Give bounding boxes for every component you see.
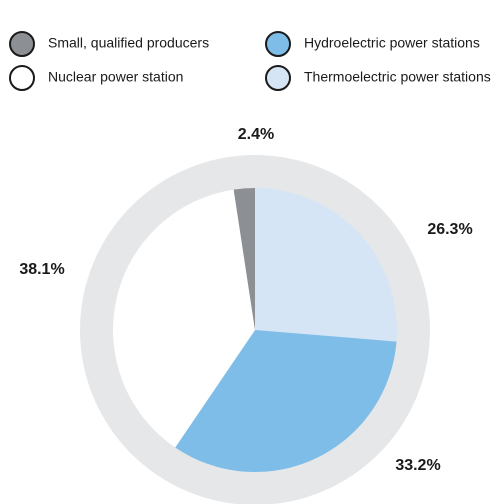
legend-swatch (265, 31, 291, 57)
legend-swatch (265, 65, 291, 91)
legend-label: Hydroelectric power stations (304, 35, 480, 51)
value-label: 2.4% (238, 126, 274, 143)
value-label: 33.2% (395, 457, 440, 474)
pie-slice (255, 188, 397, 342)
legend-swatch (9, 31, 35, 57)
legend-label: Small, qualified producers (48, 35, 209, 51)
value-label: 38.1% (19, 261, 64, 278)
pie-slice (233, 188, 255, 330)
value-label: 26.3% (427, 221, 472, 238)
legend-swatch (9, 65, 35, 91)
legend-label: Nuclear power station (48, 69, 183, 85)
legend-label: Thermoelectric power stations (304, 69, 491, 85)
pie-slice (175, 330, 397, 472)
pie-slice (113, 189, 255, 448)
